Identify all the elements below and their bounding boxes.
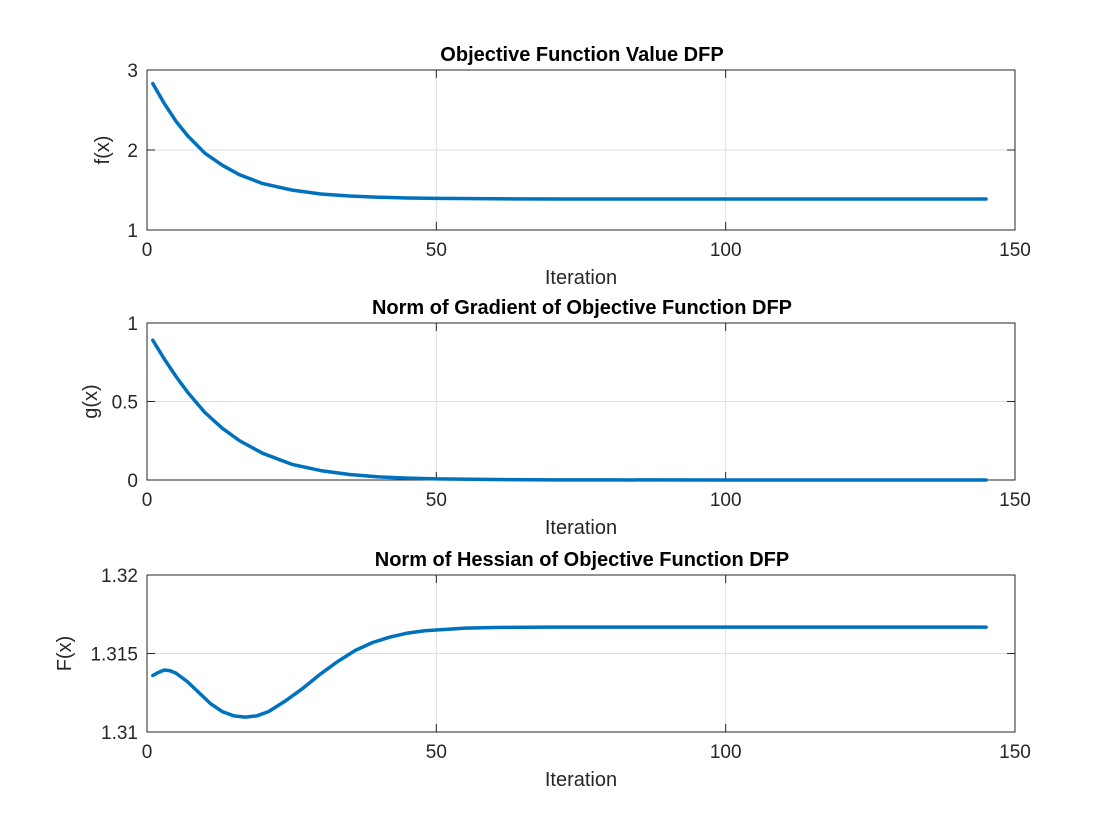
x-tick-label: 150 [999, 240, 1031, 261]
y-tick-label: 3 [127, 61, 138, 82]
x-tick-label: 50 [426, 240, 447, 261]
axes-frame [146, 574, 1016, 733]
x-tick-label: 100 [710, 490, 742, 511]
chart-title: Norm of Gradient of Objective Function D… [372, 297, 792, 319]
x-tick-label: 150 [999, 742, 1031, 763]
y-axis-label: F(x) [54, 636, 76, 672]
chart-title: Norm of Hessian of Objective Function DF… [375, 549, 790, 571]
chart-panel-2: 0 50 100 150 0 0.5 1 Norm of Gradient of Object… [80, 297, 1031, 539]
y-tick-label: 1.31 [101, 723, 138, 744]
x-tick-label: 0 [142, 240, 153, 261]
x-axis-label: Iteration [545, 769, 617, 791]
x-axis-label: Iteration [545, 267, 617, 289]
x-axis-label: Iteration [545, 517, 617, 539]
y-tick-label: 1 [127, 314, 138, 335]
x-tick-label: 0 [142, 490, 153, 511]
y-tick-label: 1.315 [90, 645, 138, 666]
chart-title: Objective Function Value DFP [440, 44, 723, 66]
axes-frame [146, 69, 1016, 231]
y-tick-label: 1 [127, 221, 138, 242]
y-axis-label: g(x) [80, 384, 102, 418]
series-line [151, 338, 988, 482]
x-tick-label: 100 [710, 742, 742, 763]
y-tick-label: 1.32 [101, 566, 138, 587]
chart-panel-1: 0 50 100 150 1 2 3 Objective Function Value DFP… [92, 44, 1031, 289]
x-tick-label: 150 [999, 490, 1031, 511]
chart-panel-3: 0 50 100 150 1.31 1.315 1.32 Norm of Hessian of… [54, 549, 1031, 791]
y-tick-label: 0 [127, 471, 138, 492]
series-line [151, 625, 988, 719]
y-axis-label: f(x) [92, 136, 114, 165]
series-line [151, 81, 988, 201]
x-tick-label: 100 [710, 240, 742, 261]
y-tick-label: 2 [127, 141, 138, 162]
y-tick-label: 0.5 [112, 393, 138, 414]
x-tick-label: 0 [142, 742, 153, 763]
x-tick-label: 50 [426, 490, 447, 511]
x-tick-label: 50 [426, 742, 447, 763]
